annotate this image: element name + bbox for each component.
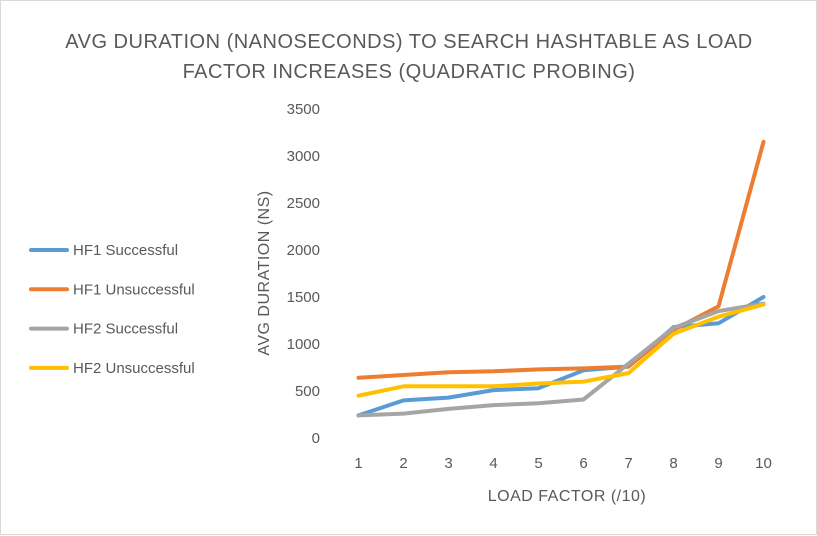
y-tick-label: 2000 [287, 242, 320, 259]
legend-item: HF2 Successful [29, 321, 178, 338]
legend-item: HF2 Unsuccessful [29, 360, 195, 377]
x-tick-label: 9 [714, 455, 722, 472]
legend-label: HF2 Unsuccessful [73, 360, 195, 377]
y-tick-label: 1000 [287, 336, 320, 353]
y-tick-label: 2500 [287, 195, 320, 212]
x-axis-title: LOAD FACTOR (/10) [488, 488, 646, 505]
x-tick-label: 7 [624, 455, 632, 472]
x-tick-label: 1 [354, 455, 362, 472]
chart-title-line-2: FACTOR INCREASES (QUADRATIC PROBING) [183, 61, 636, 83]
series-line-2 [356, 139, 766, 380]
y-tick-label: 0 [312, 430, 320, 447]
y-tick-label: 3500 [287, 101, 320, 118]
y-tick-label: 3000 [287, 148, 320, 165]
x-tick-label: 8 [669, 455, 677, 472]
legend-label: HF1 Unsuccessful [73, 281, 195, 298]
x-tick-label: 10 [755, 455, 772, 472]
x-axis-ticks: 1 2 3 4 5 6 7 8 9 10 [354, 455, 772, 472]
series-lines [356, 139, 766, 418]
y-tick-label: 1500 [287, 289, 320, 306]
x-tick-label: 3 [444, 455, 452, 472]
x-tick-label: 2 [399, 455, 407, 472]
legend-item: HF1 Successful [29, 242, 178, 259]
y-axis-ticks: 0 500 1000 1500 2000 2500 3000 3500 [287, 101, 320, 447]
x-tick-label: 6 [579, 455, 587, 472]
x-tick-label: 5 [534, 455, 542, 472]
y-axis-title: AVG DURATION (NS) [256, 190, 273, 355]
legend-label: HF2 Successful [73, 321, 178, 338]
series-line-4 [356, 302, 766, 398]
y-tick-label: 500 [295, 383, 320, 400]
x-tick-label: 4 [489, 455, 497, 472]
legend-item: HF1 Unsuccessful [29, 281, 195, 298]
series-line-3 [356, 301, 766, 418]
legend: HF1 Successful HF1 Unsuccessful HF2 Succes… [29, 242, 195, 377]
chart-title-line-1: AVG DURATION (NANOSECONDS) TO SEARCH HAS… [65, 31, 753, 53]
legend-label: HF1 Successful [73, 242, 178, 259]
